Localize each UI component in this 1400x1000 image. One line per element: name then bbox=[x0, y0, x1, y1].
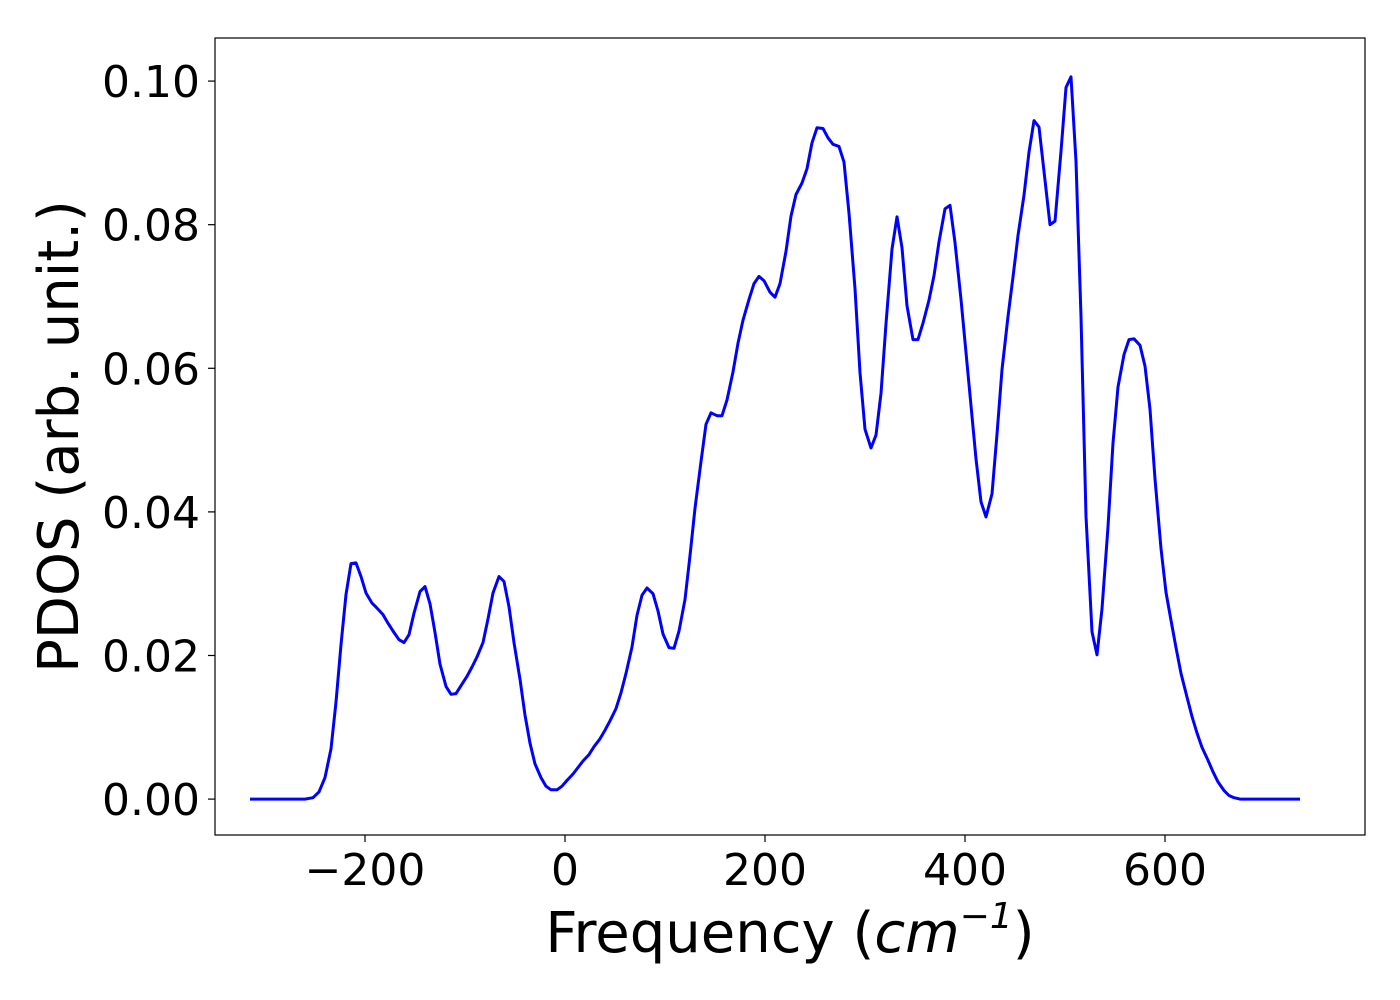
axis-tick-labels: −200 0 200 400 600 0.00 0.02 0.04 0.06 0.08 0.10 bbox=[102, 57, 1207, 896]
x-tick-label: 600 bbox=[1123, 845, 1207, 896]
x-tick-label: 200 bbox=[723, 845, 807, 896]
y-axis-title: PDOS (arb. unit.) bbox=[27, 200, 92, 673]
x-axis-title: Frequency (cm−1) bbox=[545, 896, 1034, 966]
axis-ticks bbox=[208, 80, 1166, 842]
y-tick-label: 0.00 bbox=[102, 775, 200, 826]
x-tick-label: 400 bbox=[923, 845, 1007, 896]
x-tick-label: 0 bbox=[551, 845, 579, 896]
y-tick-label: 0.06 bbox=[102, 344, 200, 395]
plot-frame bbox=[214, 37, 1366, 836]
pdos-series-line bbox=[250, 75, 1300, 801]
y-tick-label: 0.04 bbox=[102, 488, 200, 539]
y-tick-label: 0.02 bbox=[102, 631, 200, 682]
y-tick-label: 0.10 bbox=[102, 57, 200, 108]
x-tick-label: −200 bbox=[305, 845, 426, 896]
y-tick-label: 0.08 bbox=[102, 201, 200, 252]
